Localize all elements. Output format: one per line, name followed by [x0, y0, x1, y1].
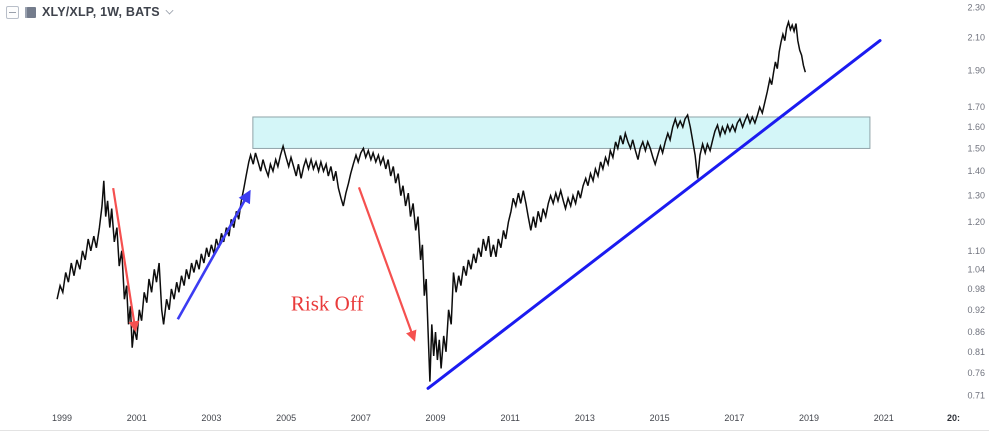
time-axis-tick: 2015: [650, 413, 670, 423]
price-axis-tick: 0.98: [967, 284, 985, 294]
time-axis-tick: 2017: [724, 413, 744, 423]
price-axis-tick: 0.71: [967, 390, 985, 400]
time-axis-tick: 2019: [799, 413, 819, 423]
price-axis-tick: 2.10: [967, 32, 985, 42]
time-axis-tick: 2005: [276, 413, 296, 423]
minus-glyph: [9, 11, 16, 13]
price-axis-tick: 1.90: [967, 65, 985, 75]
red-down-arrow-2000[interactable]: [112, 187, 140, 333]
symbol-title[interactable]: XLY/XLP, 1W, BATS: [42, 5, 160, 19]
risk-off-label[interactable]: Risk Off: [291, 291, 364, 315]
red-down-arrow-2008[interactable]: [357, 187, 417, 342]
price-axis-tick: 0.76: [967, 368, 985, 378]
price-axis-tick: 0.81: [967, 347, 985, 357]
time-axis-tick: 2001: [127, 413, 147, 423]
resistance-zone-rect[interactable]: [252, 116, 871, 149]
price-line-xly-xlp[interactable]: [56, 19, 807, 382]
price-axis-tick: 1.10: [967, 246, 985, 256]
price-axis-tick: 1.20: [967, 217, 985, 227]
price-axis-tick: 1.60: [967, 122, 985, 132]
time-axis-tick: 2007: [351, 413, 371, 423]
time-axis-tick: 2013: [575, 413, 595, 423]
price-axis-tick: 0.92: [967, 305, 985, 315]
price-axis-tick: 0.86: [967, 327, 985, 337]
price-axis[interactable]: 2.30 2.10 1.90 1.70 1.60 1.50 1.40 1.30 1.20 1.10…: [967, 2, 985, 400]
chart-source-icon: [25, 6, 36, 18]
minus-square-icon[interactable]: [6, 5, 19, 19]
time-axis-tick: 1999: [52, 413, 72, 423]
time-axis-clock: 20:: [947, 413, 960, 423]
price-axis-tick: 1.04: [967, 264, 985, 274]
blue-up-arrow-2003[interactable]: [176, 189, 251, 320]
time-axis-tick: 2011: [501, 413, 520, 423]
time-axis-tick: 2003: [201, 413, 221, 423]
time-axis[interactable]: 1999 2001 2003 2005 2007 2009 2011 2013 2015 2017…: [52, 413, 960, 423]
price-axis-tick: 1.40: [967, 166, 985, 176]
symbol-legend: XLY/XLP, 1W, BATS: [6, 5, 174, 19]
uptrend-line[interactable]: [426, 39, 882, 390]
price-axis-tick: 1.30: [967, 191, 985, 201]
price-axis-tick: 1.70: [967, 102, 985, 112]
time-axis-tick: 2009: [426, 413, 446, 423]
caret-down-icon[interactable]: [165, 6, 174, 15]
price-axis-tick: 1.50: [967, 143, 985, 153]
time-axis-tick: 2021: [874, 413, 894, 423]
price-axis-tick: 2.30: [967, 2, 985, 12]
